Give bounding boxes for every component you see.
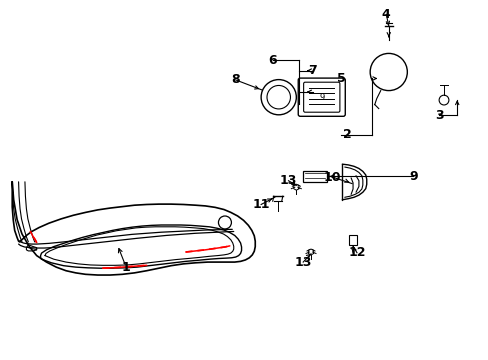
Text: 9: 9 [408, 170, 417, 183]
Text: 7: 7 [308, 64, 317, 77]
Text: 11: 11 [252, 198, 269, 211]
Text: 2: 2 [342, 129, 351, 141]
Text: 13: 13 [279, 174, 297, 187]
Bar [348, 235, 356, 245]
Text: 9: 9 [319, 93, 324, 102]
Text: 8: 8 [231, 73, 240, 86]
Text: 4: 4 [381, 8, 390, 21]
Text: 12: 12 [347, 246, 365, 259]
Text: 3: 3 [434, 109, 443, 122]
Text: 10: 10 [323, 171, 341, 184]
Text: 13: 13 [294, 256, 311, 269]
Text: 6: 6 [268, 54, 277, 67]
Text: 1: 1 [122, 261, 130, 274]
Text: 5: 5 [336, 72, 345, 85]
